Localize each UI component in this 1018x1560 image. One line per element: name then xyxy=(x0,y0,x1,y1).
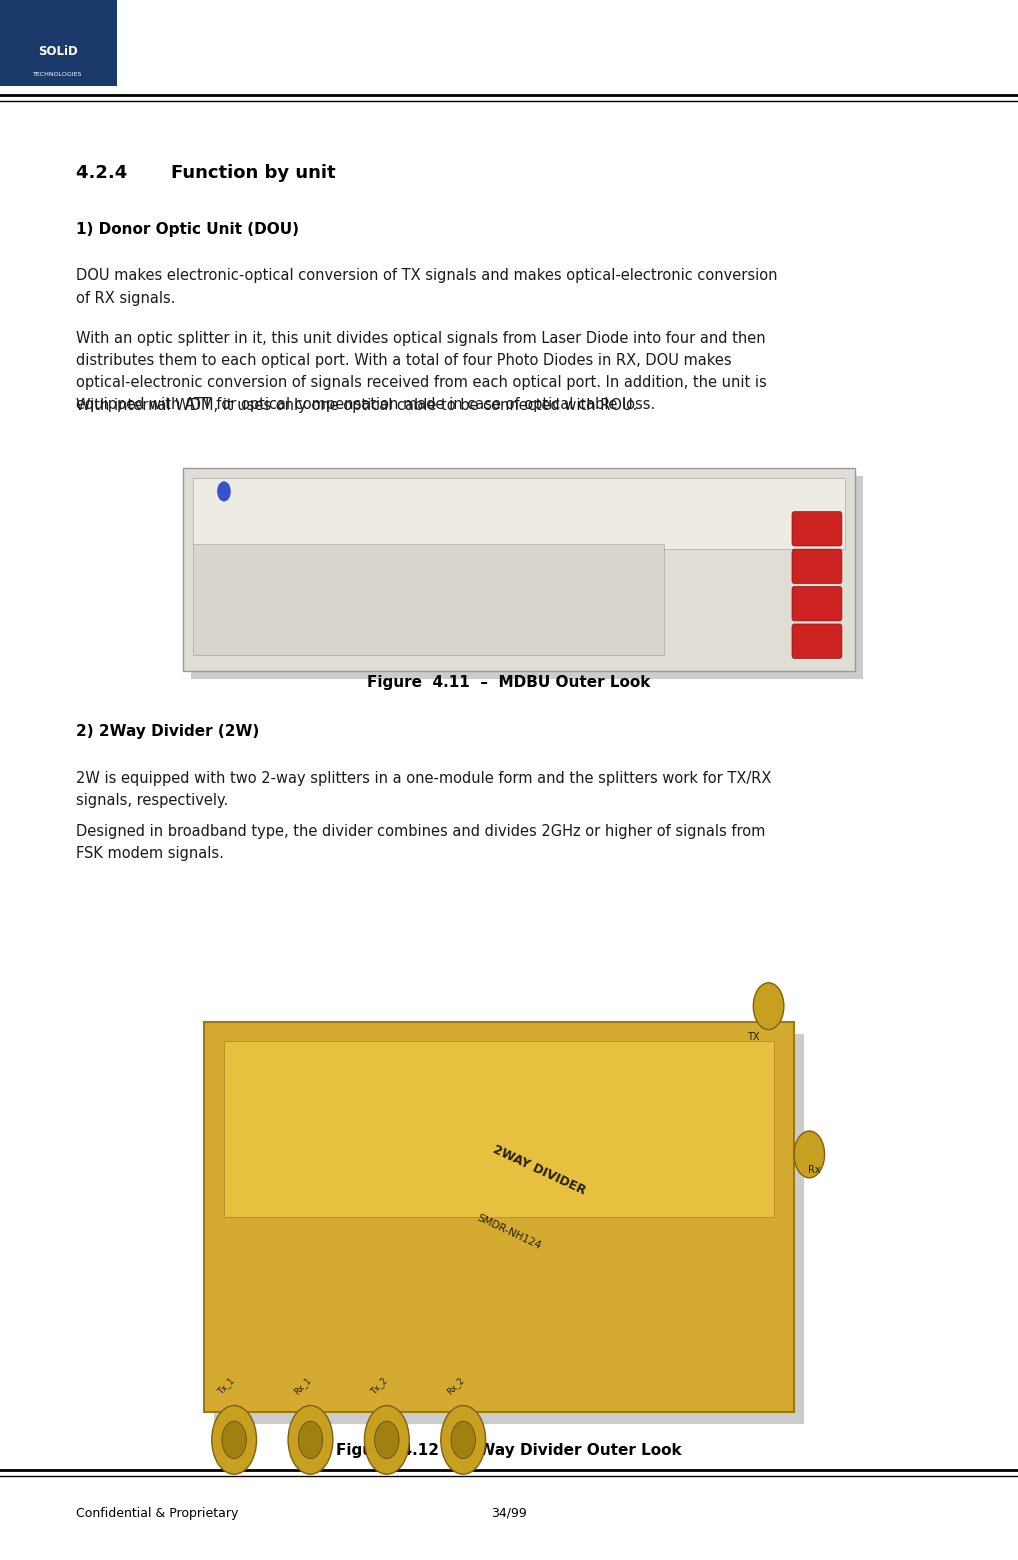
Text: 34/99: 34/99 xyxy=(491,1507,527,1519)
Text: Figure  4.11  –  MDBU Outer Look: Figure 4.11 – MDBU Outer Look xyxy=(367,675,651,691)
FancyBboxPatch shape xyxy=(193,479,845,549)
Text: Designed in broadband type, the divider combines and divides 2GHz or higher of s: Designed in broadband type, the divider … xyxy=(76,824,766,861)
Text: Confidential & Proprietary: Confidential & Proprietary xyxy=(76,1507,239,1519)
FancyBboxPatch shape xyxy=(191,476,863,679)
Circle shape xyxy=(212,1406,257,1474)
FancyBboxPatch shape xyxy=(224,1042,774,1217)
Text: SMDR-NH124: SMDR-NH124 xyxy=(475,1214,543,1251)
Text: TX: TX xyxy=(747,1033,759,1042)
Text: 1) Donor Optic Unit (DOU): 1) Donor Optic Unit (DOU) xyxy=(76,222,299,237)
FancyBboxPatch shape xyxy=(792,624,842,658)
Text: With internal WDM, it uses only one optical cable to be connected with ROU.: With internal WDM, it uses only one opti… xyxy=(76,398,637,413)
Text: Tx_2: Tx_2 xyxy=(369,1376,389,1396)
FancyBboxPatch shape xyxy=(0,0,117,86)
Text: Tx_1: Tx_1 xyxy=(216,1376,236,1396)
FancyBboxPatch shape xyxy=(204,1022,794,1412)
Circle shape xyxy=(364,1406,409,1474)
Text: 2W is equipped with two 2-way splitters in a one-module form and the splitters w: 2W is equipped with two 2-way splitters … xyxy=(76,771,772,808)
FancyBboxPatch shape xyxy=(193,544,664,655)
Circle shape xyxy=(794,1131,825,1178)
Circle shape xyxy=(222,1421,246,1459)
Text: 2WAY DIVIDER: 2WAY DIVIDER xyxy=(491,1143,588,1197)
FancyBboxPatch shape xyxy=(792,549,842,583)
Text: With an optic splitter in it, this unit divides optical signals from Laser Diode: With an optic splitter in it, this unit … xyxy=(76,331,768,412)
Text: TECHNOLOGIES: TECHNOLOGIES xyxy=(34,72,82,78)
Text: Rx_1: Rx_1 xyxy=(292,1376,313,1396)
Text: Rx: Rx xyxy=(808,1165,821,1175)
FancyBboxPatch shape xyxy=(792,512,842,546)
Circle shape xyxy=(441,1406,486,1474)
Circle shape xyxy=(451,1421,475,1459)
Circle shape xyxy=(753,983,784,1030)
FancyBboxPatch shape xyxy=(183,468,855,671)
Text: 2) 2Way Divider (2W): 2) 2Way Divider (2W) xyxy=(76,724,260,739)
FancyBboxPatch shape xyxy=(792,587,842,621)
Text: DOU makes electronic-optical conversion of TX signals and makes optical-electron: DOU makes electronic-optical conversion … xyxy=(76,268,778,306)
Text: Figure  4.12  –  2Way Divider Outer Look: Figure 4.12 – 2Way Divider Outer Look xyxy=(336,1443,682,1459)
Circle shape xyxy=(288,1406,333,1474)
Circle shape xyxy=(298,1421,323,1459)
Text: 4.2.4       Function by unit: 4.2.4 Function by unit xyxy=(76,164,336,183)
Text: Rx_2: Rx_2 xyxy=(445,1376,465,1396)
Circle shape xyxy=(375,1421,399,1459)
Circle shape xyxy=(218,482,230,501)
Text: SOLiD: SOLiD xyxy=(38,45,78,58)
FancyBboxPatch shape xyxy=(214,1034,804,1424)
